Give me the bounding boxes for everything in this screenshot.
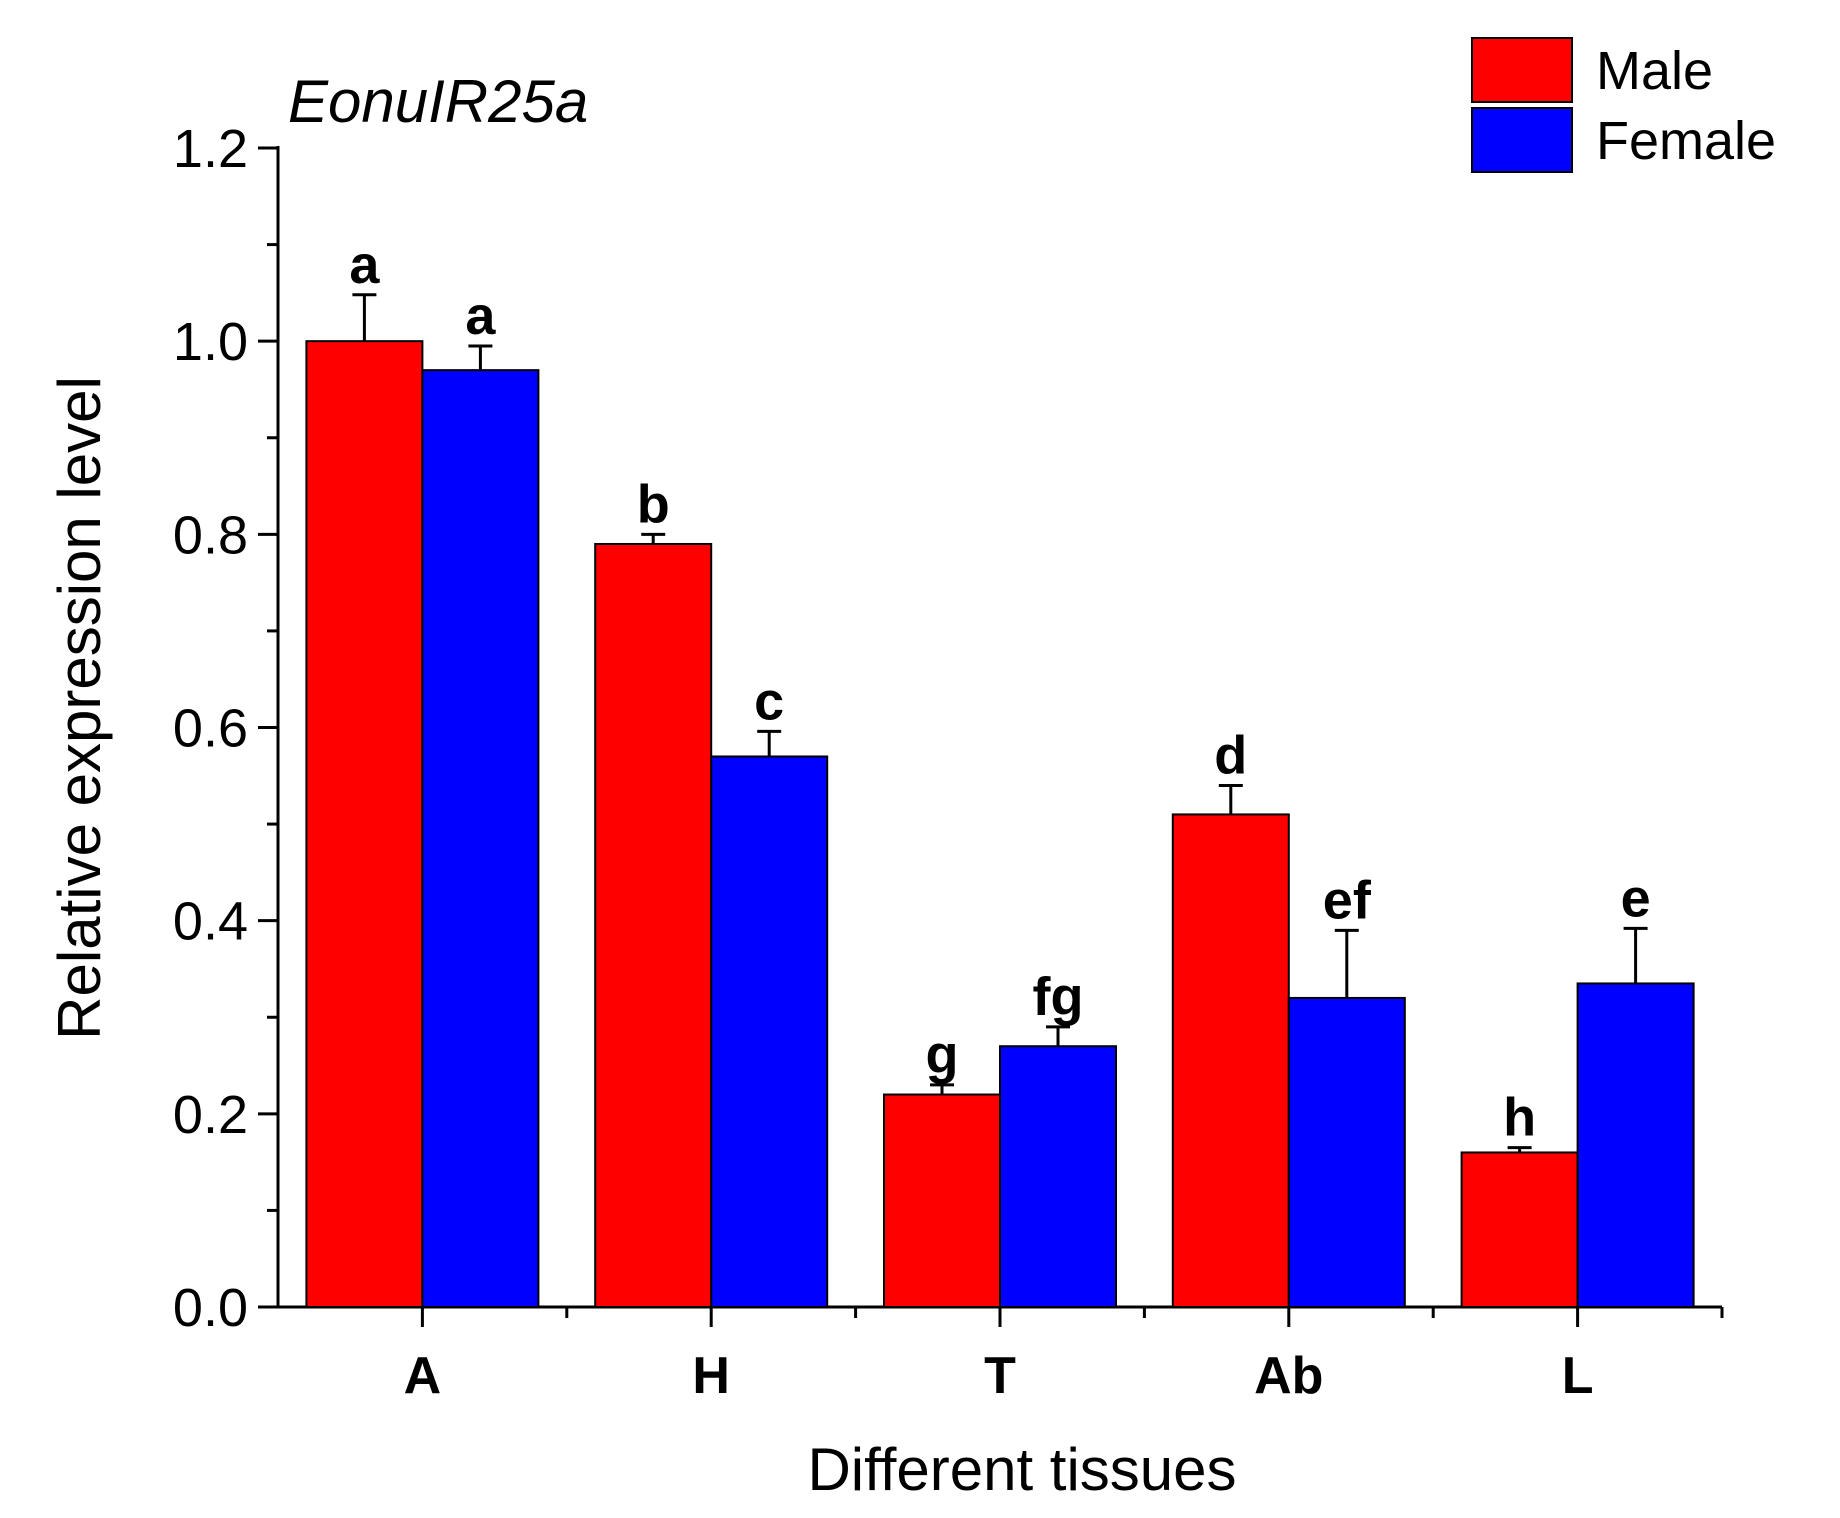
significance-label: a <box>349 235 380 295</box>
legend-swatch <box>1471 107 1573 173</box>
legend-label: Female <box>1596 111 1776 171</box>
chart-title: EonuIR25a <box>288 68 588 135</box>
bar <box>1460 1151 1579 1309</box>
bar <box>999 1045 1117 1308</box>
bar <box>710 755 829 1308</box>
legend-label: Male <box>1596 41 1713 101</box>
y-tick-label: 1.2 <box>173 119 248 179</box>
y-tick-label: 0.8 <box>173 505 248 565</box>
y-tick-label: 0.0 <box>173 1278 248 1338</box>
x-tick-label: H <box>692 1347 730 1405</box>
significance-label: h <box>1503 1088 1536 1148</box>
significance-label: d <box>1214 725 1247 785</box>
y-tick-label: 0.4 <box>173 892 248 952</box>
significance-label: fg <box>1033 967 1084 1027</box>
x-axis-title: Different tissues <box>807 1436 1236 1503</box>
significance-label: ef <box>1323 870 1372 930</box>
bar <box>1171 813 1290 1308</box>
y-axis-title: Relative expression level <box>46 376 113 1040</box>
significance-label: c <box>754 671 784 731</box>
significance-label: b <box>637 474 670 534</box>
y-tick-label: 1.0 <box>173 312 248 372</box>
bar <box>421 369 540 1308</box>
y-tick-label: 0.6 <box>173 699 248 759</box>
x-tick-label: T <box>984 1347 1016 1405</box>
significance-label: a <box>465 286 496 346</box>
x-tick-label: Ab <box>1254 1347 1323 1405</box>
bar <box>594 542 713 1308</box>
bar <box>883 1093 1001 1309</box>
x-tick-label: A <box>404 1347 442 1405</box>
significance-label: g <box>926 1025 959 1085</box>
significance-label: e <box>1621 868 1651 928</box>
x-tick-label: L <box>1562 1347 1594 1405</box>
bar <box>305 340 424 1308</box>
y-tick-label: 0.2 <box>173 1085 248 1145</box>
bar <box>1287 996 1406 1309</box>
legend-swatch <box>1471 37 1573 103</box>
bar <box>1576 982 1695 1309</box>
legend: Male Female <box>1471 37 1776 173</box>
